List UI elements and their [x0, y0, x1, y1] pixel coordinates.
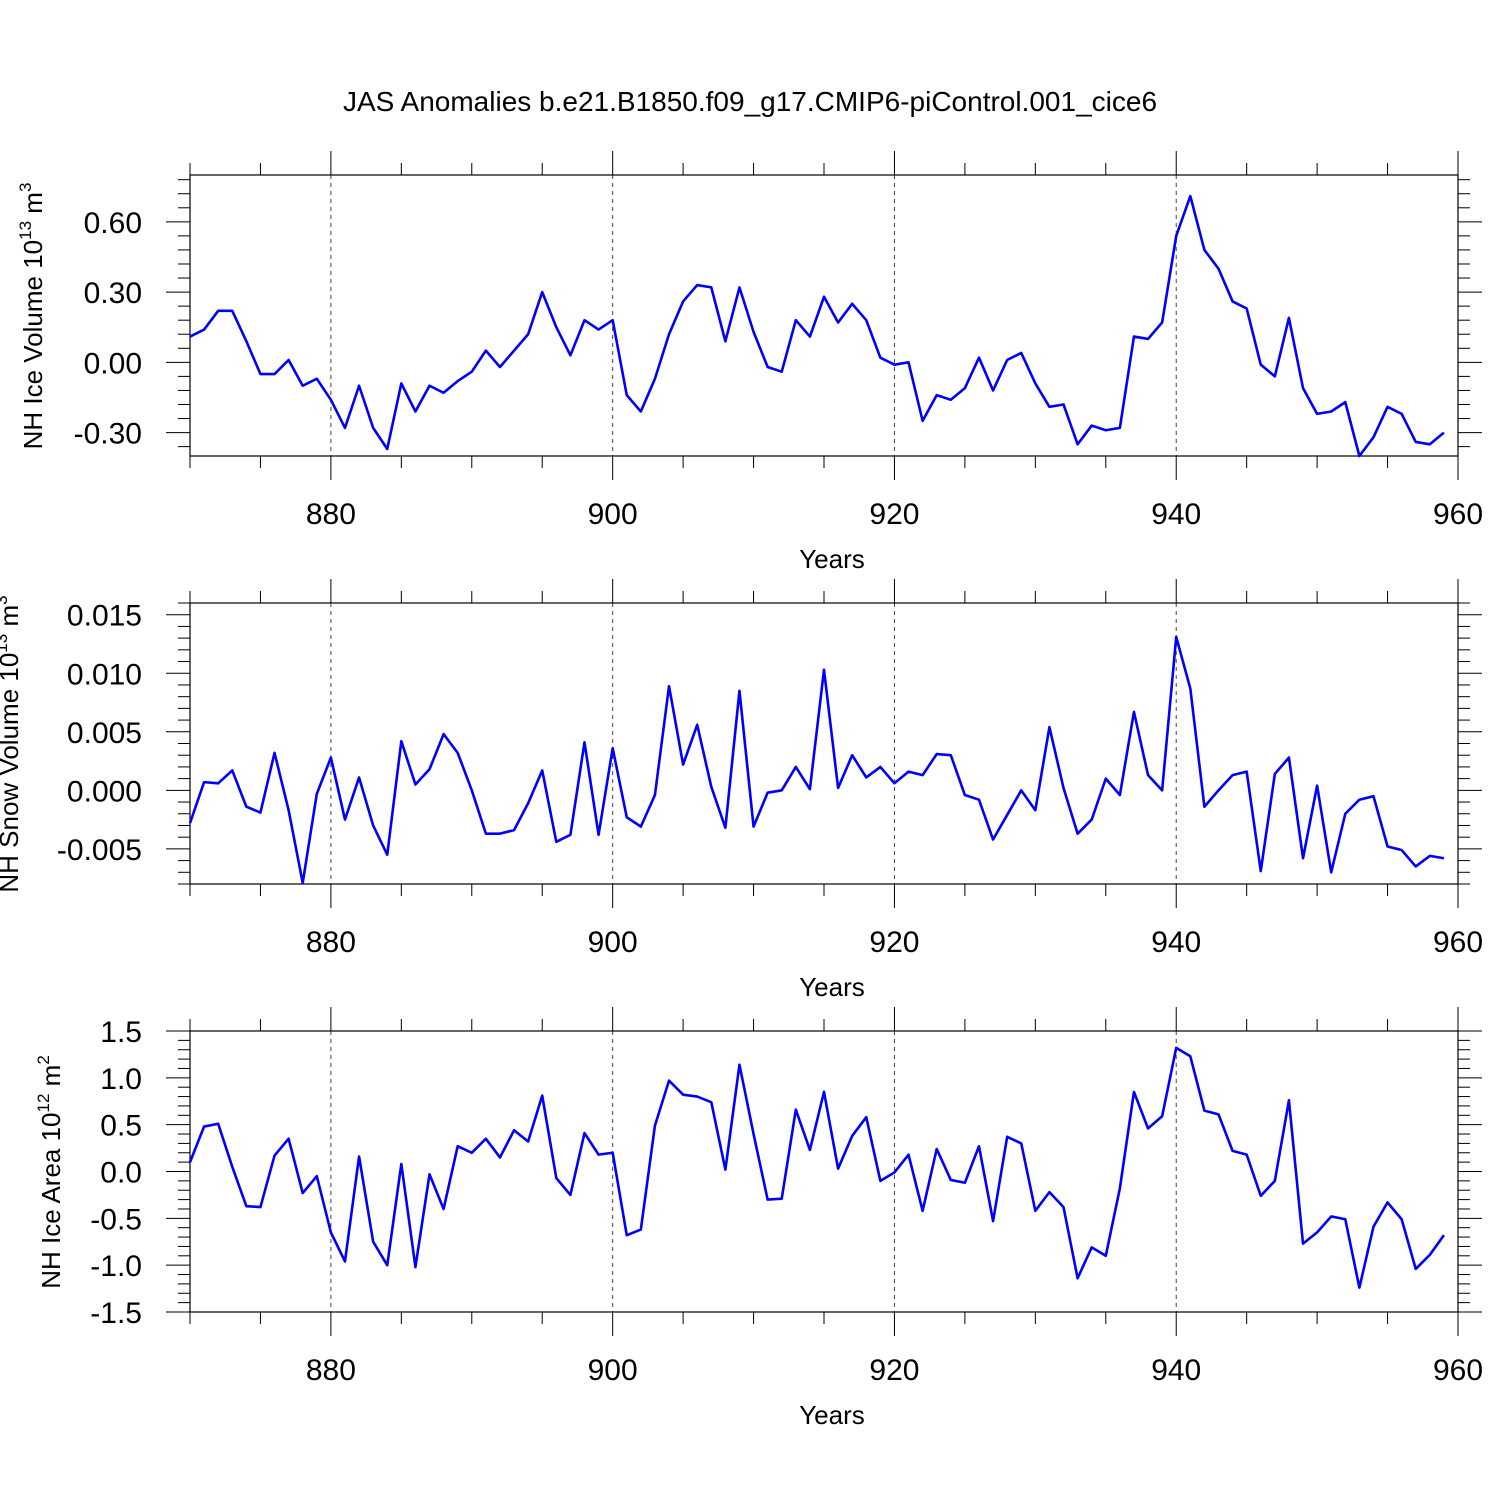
y-axis-title-exponent: 12	[34, 1094, 53, 1113]
x-tick-label: 960	[1433, 926, 1483, 959]
y-tick-label: -0.5	[90, 1203, 142, 1236]
y-tick-label: 0.5	[100, 1110, 142, 1143]
x-axis-title: Years	[799, 972, 865, 1002]
x-tick-label: 960	[1433, 498, 1483, 531]
x-axis-title: Years	[799, 544, 865, 574]
x-tick-label: 920	[869, 498, 919, 531]
y-tick-label: 0.60	[84, 207, 142, 240]
y-tick-label: -0.30	[74, 418, 142, 451]
x-tick-label: 920	[869, 926, 919, 959]
y-tick-label: 0.000	[67, 775, 142, 808]
series-line	[188, 635, 1445, 885]
plot-frame	[189, 1030, 1459, 1313]
x-tick-label: 960	[1433, 1354, 1483, 1387]
y-axis-title-exponent: 13	[16, 221, 35, 240]
x-axis-title: Years	[799, 1400, 865, 1430]
y-axis-title-unit: m	[36, 1065, 66, 1094]
y-tick-label: 1.0	[100, 1063, 142, 1096]
chart-panel-snow-volume: 880 900 920 940 960 0.015 0.010 0.005 0.000 -0.00…	[0, 579, 1483, 1002]
y-tick-label: 0.0	[100, 1157, 142, 1190]
y-tick-label: -0.005	[57, 834, 142, 867]
y-tick-label: -1.0	[90, 1250, 142, 1283]
y-axis-title-unit-exponent: 3	[0, 595, 11, 604]
plot-frame	[189, 174, 1459, 457]
y-tick-label: 0.015	[67, 600, 142, 633]
x-tick-label: 900	[588, 926, 638, 959]
x-tick-label: 940	[1151, 926, 1201, 959]
x-tick-label: 940	[1151, 1354, 1201, 1387]
y-axis-title-unit: m	[0, 605, 24, 634]
y-tick-label: 1.5	[100, 1016, 142, 1049]
y-axis-title: NH Ice Volume 1013 m3	[16, 183, 48, 450]
x-tick-label: 900	[588, 498, 638, 531]
y-axis-title-unit-exponent: 2	[34, 1055, 53, 1064]
y-tick-label: 0.00	[84, 347, 142, 380]
x-tick-label: 940	[1151, 498, 1201, 531]
y-axis-title-unit-exponent: 3	[16, 183, 35, 192]
y-tick-label: 0.30	[84, 277, 142, 310]
figure-title: JAS Anomalies b.e21.B1850.f09_g17.CMIP6-…	[342, 86, 1158, 117]
x-tick-label: 880	[306, 1354, 356, 1387]
y-tick-label: 0.010	[67, 658, 142, 691]
series-line	[188, 1046, 1445, 1289]
y-axis-title-text: NH Snow Volume 10	[0, 653, 24, 893]
y-axis-title: NH Snow Volume 1013 m3	[0, 595, 24, 892]
y-axis-title-text: NH Ice Volume 10	[18, 240, 48, 450]
y-axis-title-exponent: 13	[0, 634, 11, 653]
x-tick-label: 900	[588, 1354, 638, 1387]
chart-panel-ice-volume: 880 900 920 940 960 0.60 0.30 0.00 -0.30 Years NH …	[16, 151, 1483, 574]
y-axis-title-text: NH Ice Area 10	[36, 1112, 66, 1288]
y-tick-label: -1.5	[90, 1297, 142, 1330]
x-tick-label: 880	[306, 926, 356, 959]
chart-panel-ice-area: 880 900 920 940 960 1.5 1.0 0.5 0.0 -0.5 -1.0 -1.5 Y…	[34, 1007, 1483, 1430]
y-axis-title-unit: m	[18, 192, 48, 221]
series-line	[189, 194, 1445, 458]
x-tick-label: 880	[306, 498, 356, 531]
y-axis-title: NH Ice Area 1012 m2	[34, 1055, 66, 1289]
x-tick-label: 920	[869, 1354, 919, 1387]
y-tick-label: 0.005	[67, 717, 142, 750]
